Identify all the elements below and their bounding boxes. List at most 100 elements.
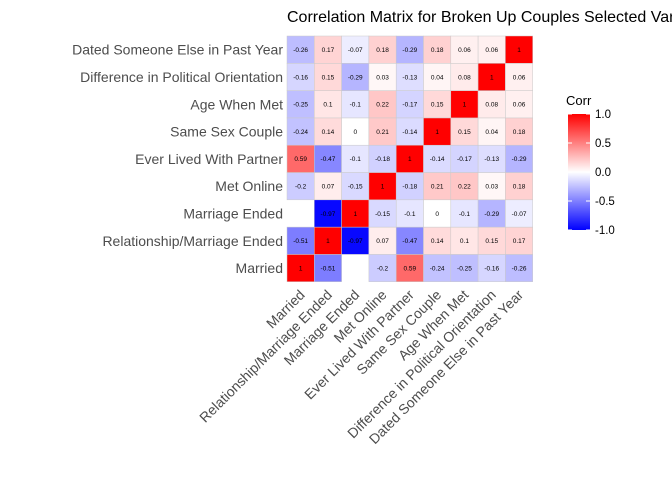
cell-value-label: 0.18 bbox=[513, 183, 526, 190]
cell-value-label: -0.26 bbox=[293, 47, 308, 54]
cell-value-label: 0.15 bbox=[485, 238, 498, 245]
legend-tick-label: -0.5 bbox=[595, 196, 615, 208]
cell-value-label: 1 bbox=[381, 183, 385, 190]
cell-value-label: 0.1 bbox=[323, 102, 332, 109]
cell-value-label: -0.18 bbox=[402, 183, 417, 190]
y-tick-label: Dated Someone Else in Past Year bbox=[72, 42, 283, 58]
cell-value-label: 0.08 bbox=[485, 102, 498, 109]
legend-tick-label: -1.0 bbox=[595, 225, 615, 237]
heatmap-cell bbox=[286, 90, 315, 119]
heatmap-cell bbox=[341, 144, 370, 173]
cell-value-label: -0.14 bbox=[402, 129, 417, 136]
heatmap-cell bbox=[395, 63, 424, 91]
y-tick-label: Age When Met bbox=[190, 96, 283, 112]
cell-value-label: -0.15 bbox=[375, 211, 390, 218]
cell-value-label: -0.13 bbox=[402, 74, 417, 81]
cell-value-label: 0.18 bbox=[431, 47, 444, 54]
heatmap-cell bbox=[450, 226, 479, 255]
y-tick-label: Married bbox=[236, 260, 283, 276]
cell-value-label: -0.97 bbox=[321, 211, 336, 218]
cell-value-label: 0.59 bbox=[404, 265, 417, 272]
heatmap-cell bbox=[314, 254, 342, 282]
cell-value-label: 0.18 bbox=[513, 129, 526, 136]
heatmap-cell bbox=[286, 226, 315, 255]
cell-value-label: 0.07 bbox=[376, 238, 389, 245]
y-tick-label: Relationship/Marriage Ended bbox=[102, 233, 283, 249]
cell-value-label: -0.16 bbox=[484, 265, 499, 272]
cell-value-label: 0.22 bbox=[458, 183, 471, 190]
heatmap-cell bbox=[423, 226, 452, 255]
cell-value-label: -0.13 bbox=[484, 156, 499, 163]
cell-value-label: 0.17 bbox=[322, 47, 335, 54]
cell-value-label: -0.14 bbox=[430, 156, 445, 163]
heatmap-cell bbox=[505, 199, 533, 228]
heatmap-cell bbox=[395, 254, 424, 282]
legend: Corr 1.0 0.5 0.0 -0.5 -1.0 bbox=[566, 93, 615, 237]
cell-value-label: -0.1 bbox=[350, 156, 362, 163]
cell-value-label: 1 bbox=[299, 265, 303, 272]
y-tick-label: Difference in Political Orientation bbox=[80, 69, 283, 85]
cell-value-label: 0.06 bbox=[458, 47, 471, 54]
y-axis-labels: Married Relationship/Marriage Ended Marria… bbox=[72, 42, 283, 276]
heatmap-cell bbox=[423, 90, 452, 119]
heatmap-cell bbox=[395, 35, 424, 64]
heatmap-cell bbox=[341, 172, 370, 201]
legend-tick-label: 0.5 bbox=[595, 138, 611, 150]
heatmap-cell bbox=[505, 117, 533, 146]
cell-value-label: -0.29 bbox=[484, 211, 499, 218]
heatmap-cell bbox=[314, 35, 342, 64]
cell-value-label: 1 bbox=[517, 47, 521, 54]
cell-value-label: 0 bbox=[353, 129, 357, 136]
heatmap-cell bbox=[450, 254, 479, 282]
y-tick-label: Ever Lived With Partner bbox=[135, 151, 283, 167]
heatmap-cell bbox=[505, 144, 533, 173]
heatmap-cell bbox=[395, 226, 424, 255]
heatmap-cell bbox=[505, 254, 533, 282]
cell-value-label: 1 bbox=[435, 129, 439, 136]
cell-value-label: -0.51 bbox=[293, 238, 308, 245]
legend-colorbar bbox=[568, 114, 590, 230]
cell-value-label: -0.24 bbox=[293, 129, 308, 136]
x-tick-label: Relationship/Marriage Ended bbox=[196, 287, 335, 426]
cell-value-label: -0.25 bbox=[457, 265, 472, 272]
cell-value-label: 0.22 bbox=[376, 102, 389, 109]
cell-value-label: -0.15 bbox=[348, 183, 363, 190]
cell-value-label: 0.06 bbox=[513, 74, 526, 81]
heatmap-cell bbox=[505, 172, 533, 201]
cell-value-label: 0.15 bbox=[322, 74, 335, 81]
cell-value-label: 0 bbox=[435, 211, 439, 218]
cell-value-label: -0.17 bbox=[402, 102, 417, 109]
heatmap-cell bbox=[286, 254, 315, 282]
cell-value-label: 0.03 bbox=[485, 183, 498, 190]
heatmap-cell bbox=[341, 90, 370, 119]
cell-value-label: -0.51 bbox=[321, 265, 336, 272]
heatmap-cell bbox=[477, 90, 506, 119]
cell-value-label: 0.06 bbox=[513, 102, 526, 109]
heatmap-cell bbox=[477, 144, 506, 173]
cell-value-label: 1 bbox=[353, 211, 357, 218]
cell-value-label: 0.15 bbox=[458, 129, 471, 136]
heatmap-cell bbox=[395, 90, 424, 119]
heatmap-cell bbox=[286, 63, 315, 91]
cell-value-label: -0.29 bbox=[402, 47, 417, 54]
heatmap-cell bbox=[505, 35, 533, 64]
y-tick-label: Marriage Ended bbox=[183, 205, 283, 221]
cell-value-label: -0.97 bbox=[348, 238, 363, 245]
cell-value-label: 0.14 bbox=[431, 238, 444, 245]
cell-value-label: -0.47 bbox=[402, 238, 417, 245]
heatmap-cell bbox=[395, 172, 424, 201]
cell-value-label: 0.04 bbox=[431, 74, 444, 81]
heatmap-cell bbox=[423, 144, 452, 173]
cell-value-label: 0.06 bbox=[485, 47, 498, 54]
heatmap-cell bbox=[368, 199, 397, 228]
cell-value-label: 1 bbox=[408, 156, 412, 163]
y-tick-label: Same Sex Couple bbox=[170, 124, 283, 140]
heatmap-cell bbox=[477, 35, 506, 64]
heatmap-cell bbox=[505, 90, 533, 119]
chart-title: Correlation Matrix for Broken Up Couples… bbox=[287, 9, 672, 26]
cell-value-label: -0.2 bbox=[295, 183, 307, 190]
cell-value-label: 0.21 bbox=[431, 183, 444, 190]
heatmap-cell bbox=[314, 63, 342, 91]
heatmap-cell bbox=[314, 226, 342, 255]
